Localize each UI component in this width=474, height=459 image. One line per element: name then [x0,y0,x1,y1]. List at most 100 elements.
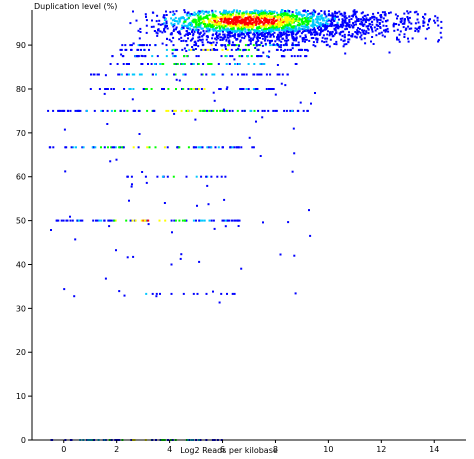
data-point [229,21,232,24]
data-point [211,9,214,12]
data-point [223,11,226,14]
data-point [190,13,193,15]
data-point [111,146,114,149]
data-point [242,49,245,52]
data-point [304,25,307,28]
data-point [163,19,166,22]
data-point [182,63,185,65]
data-point [225,18,228,21]
data-point [281,73,284,76]
data-point [245,21,247,24]
data-point [240,88,243,90]
data-point [336,11,339,14]
data-point [316,33,318,36]
data-point [321,40,324,43]
data-point [270,13,273,15]
data-point [328,19,330,22]
data-point [403,21,406,24]
data-point [164,24,167,27]
data-point [227,44,230,47]
data-point [256,20,259,23]
data-point [295,27,298,30]
data-point [371,30,374,33]
data-point [282,26,285,29]
data-point [192,18,195,21]
data-point [148,146,151,149]
x-tick-label: 10 [323,445,333,454]
data-point [191,28,194,31]
data-point [319,18,322,21]
data-point [193,18,196,21]
data-point [306,27,309,30]
data-point [145,19,148,22]
data-point [275,25,278,28]
data-point [211,73,214,76]
data-point [214,48,217,51]
data-point [179,33,182,36]
data-point [330,23,333,26]
data-point [281,27,284,30]
data-point [204,48,207,51]
data-point [334,18,336,21]
data-point [138,133,141,135]
data-point [175,26,178,29]
data-point [287,28,290,31]
data-point [246,32,249,35]
data-point [255,22,258,24]
data-point [424,13,427,16]
data-point [359,22,362,25]
data-point [102,109,104,112]
data-point [213,227,216,230]
data-point [326,33,329,36]
data-point [348,23,351,26]
data-point [305,29,308,32]
data-point [312,22,315,25]
data-point [336,15,339,18]
data-point [226,34,229,37]
data-point [264,42,267,45]
data-point [169,33,172,36]
data-point [52,109,55,112]
data-point [98,88,101,90]
data-point [206,23,208,26]
data-point [324,37,327,40]
data-point [331,13,334,16]
data-point [396,36,398,39]
data-point [315,18,318,21]
data-point [371,28,373,31]
data-point [203,32,206,35]
data-point [322,17,325,20]
data-point [166,146,169,149]
data-point [344,18,347,21]
data-point [171,52,174,55]
data-point [263,10,266,13]
data-point [332,18,335,21]
data-point [268,19,271,22]
data-point [366,27,369,30]
data-point [233,219,236,222]
data-point [347,34,350,37]
data-point [214,27,217,30]
data-point [252,29,255,31]
data-point [228,39,231,42]
data-point [219,109,222,112]
data-point [248,39,251,42]
data-point [397,38,400,41]
data-point [271,16,274,18]
data-point [168,38,171,41]
data-point [260,73,263,76]
data-point [360,12,363,15]
data-point [345,17,348,20]
data-point [316,15,319,18]
data-point [104,74,107,77]
data-point [426,28,429,31]
data-point [265,88,268,90]
data-point [310,15,313,18]
data-point [304,55,307,58]
data-point [180,109,183,112]
data-point [180,27,183,30]
data-point [78,109,80,112]
data-point [191,37,194,40]
data-point [214,15,217,18]
data-point [250,22,253,25]
